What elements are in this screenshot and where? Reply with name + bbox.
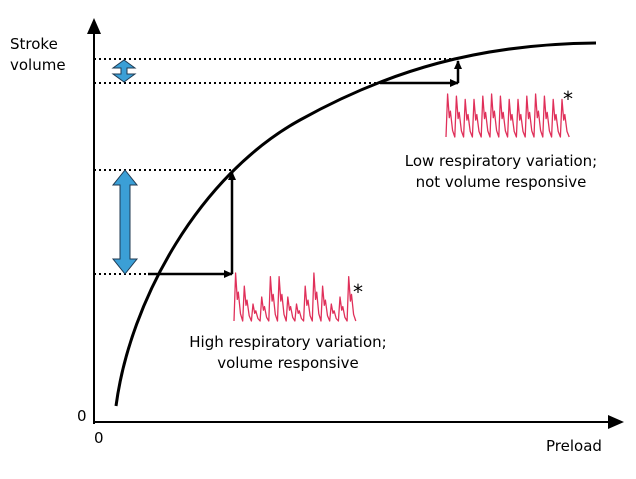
y-axis-label-line2: volume (10, 56, 66, 74)
waveform-marker-high: * (353, 280, 363, 304)
low-variation-caption-line2: not volume responsive (415, 173, 587, 191)
high-variation-caption-line1: High respiratory variation; (189, 333, 387, 351)
x-axis-arrowhead (608, 415, 624, 429)
waveform-marker-low: * (563, 87, 573, 111)
low-variation-caption: Low respiratory variation; not volume re… (371, 151, 631, 193)
y-axis-label-line1: Stroke (10, 35, 58, 53)
y-axis-arrowhead (87, 18, 101, 34)
high-variation-waveform (233, 272, 357, 322)
low-variation-caption-line1: Low respiratory variation; (404, 152, 598, 170)
origin-y-label: 0 (77, 407, 87, 425)
high-variation-caption: High respiratory variation; volume respo… (158, 332, 418, 374)
starling-curve (114, 41, 597, 407)
large-sv-change-double-arrow (111, 169, 139, 275)
high-variation-caption-line2: volume responsive (217, 354, 359, 372)
y-axis-label: Stroke volume (10, 34, 66, 76)
small-sv-change-double-arrow (111, 59, 137, 83)
origin-x-label: 0 (94, 429, 104, 447)
x-axis-label: Preload (546, 437, 602, 455)
low-variation-waveform (445, 93, 570, 138)
